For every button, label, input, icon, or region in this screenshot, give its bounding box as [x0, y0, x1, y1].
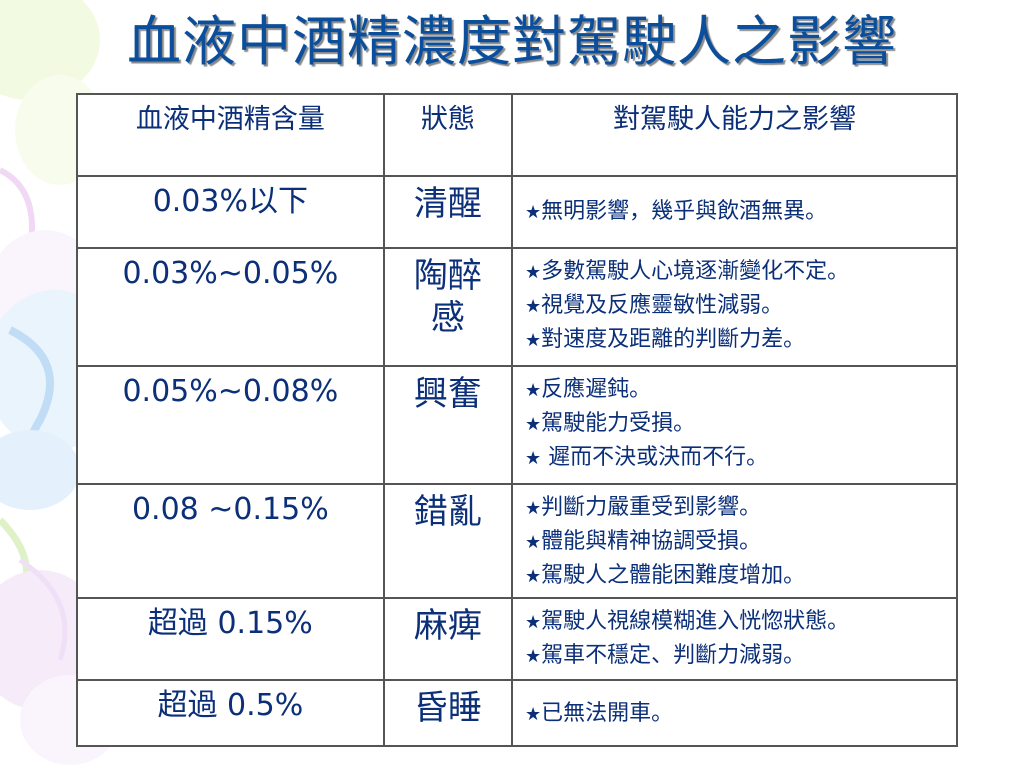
star-icon: ★: [524, 498, 542, 519]
table-row: 0.03%以下 清醒 ★無明影響，幾乎與飲酒無異。: [76, 175, 959, 249]
star-icon: ★: [524, 532, 542, 553]
effect-item: ★無明影響，幾乎與飲酒無異。: [524, 199, 828, 224]
star-icon: ★: [524, 704, 542, 725]
effect-item: ★體能與精神協調受損。: [524, 529, 762, 554]
star-icon: ★: [524, 202, 542, 223]
concentration-cell: 0.03%~0.05%: [76, 247, 385, 367]
star-icon: ★: [524, 448, 542, 469]
header-concentration: 血液中酒精含量: [76, 93, 385, 177]
effect-item: ★視覺及反應靈敏性減弱。: [524, 293, 784, 318]
effect-item: ★判斷力嚴重受到影響。: [524, 495, 762, 520]
effects-cell: ★判斷力嚴重受到影響。 ★體能與精神協調受損。 ★駕駛人之體能困難度增加。: [510, 483, 959, 599]
state-cell: 昏睡: [382, 679, 513, 747]
star-icon: ★: [524, 262, 542, 283]
effect-item: ★駕駛人視線模糊進入恍惚狀態。: [524, 609, 850, 634]
table-row: 超過 0.5% 昏睡 ★已無法開車。: [76, 679, 959, 747]
star-icon: ★: [524, 612, 542, 633]
effects-cell: ★已無法開車。: [510, 679, 959, 747]
state-cell: 興奮: [382, 365, 513, 485]
effects-cell: ★多數駕駛人心境逐漸變化不定。 ★視覺及反應靈敏性減弱。 ★對速度及距離的判斷力…: [510, 247, 959, 367]
effect-item: ★多數駕駛人心境逐漸變化不定。: [524, 259, 850, 284]
state-cell: 陶醉感: [382, 247, 513, 367]
effect-item: ★已無法開車。: [524, 701, 674, 726]
concentration-cell: 超過 0.15%: [76, 597, 385, 681]
state-cell: 清醒: [382, 175, 513, 249]
effect-item: ★對速度及距離的判斷力差。: [524, 327, 806, 352]
effect-item: ★反應遲鈍。: [524, 377, 652, 402]
table-row: 0.08 ~0.15% 錯亂 ★判斷力嚴重受到影響。 ★體能與精神協調受損。 ★…: [76, 483, 959, 599]
header-state: 狀態: [382, 93, 513, 177]
effect-item: ★駕車不穩定、判斷力減弱。: [524, 643, 806, 668]
effect-item: ★ 遲而不決或決而不行。: [524, 445, 769, 470]
table-row: 0.05%~0.08% 興奮 ★反應遲鈍。 ★駕駛能力受損。 ★ 遲而不決或決而…: [76, 365, 959, 485]
star-icon: ★: [524, 566, 542, 587]
star-icon: ★: [524, 414, 542, 435]
slide-title: 血液中酒精濃度對駕駛人之影響: [127, 10, 897, 73]
star-icon: ★: [524, 646, 542, 667]
effects-cell: ★反應遲鈍。 ★駕駛能力受損。 ★ 遲而不決或決而不行。: [510, 365, 959, 485]
concentration-cell: 超過 0.5%: [76, 679, 385, 747]
effects-cell: ★駕駛人視線模糊進入恍惚狀態。 ★駕車不穩定、判斷力減弱。: [510, 597, 959, 681]
concentration-cell: 0.05%~0.08%: [76, 365, 385, 485]
effect-item: ★駕駛能力受損。: [524, 411, 696, 436]
star-icon: ★: [524, 330, 542, 351]
star-icon: ★: [524, 296, 542, 317]
effects-cell: ★無明影響，幾乎與飲酒無異。: [510, 175, 959, 249]
effect-item: ★駕駛人之體能困難度增加。: [524, 563, 806, 588]
state-cell: 麻痺: [382, 597, 513, 681]
bac-effects-table: 血液中酒精含量 狀態 對駕駛人能力之影響 0.03%以下 清醒 ★無明影響，幾乎…: [76, 93, 959, 747]
state-cell: 錯亂: [382, 483, 513, 599]
concentration-cell: 0.08 ~0.15%: [76, 483, 385, 599]
header-effects: 對駕駛人能力之影響: [510, 93, 959, 177]
table-header-row: 血液中酒精含量 狀態 對駕駛人能力之影響: [76, 93, 959, 177]
concentration-cell: 0.03%以下: [76, 175, 385, 249]
table-row: 0.03%~0.05% 陶醉感 ★多數駕駛人心境逐漸變化不定。 ★視覺及反應靈敏…: [76, 247, 959, 367]
star-icon: ★: [524, 380, 542, 401]
table-row: 超過 0.15% 麻痺 ★駕駛人視線模糊進入恍惚狀態。 ★駕車不穩定、判斷力減弱…: [76, 597, 959, 681]
